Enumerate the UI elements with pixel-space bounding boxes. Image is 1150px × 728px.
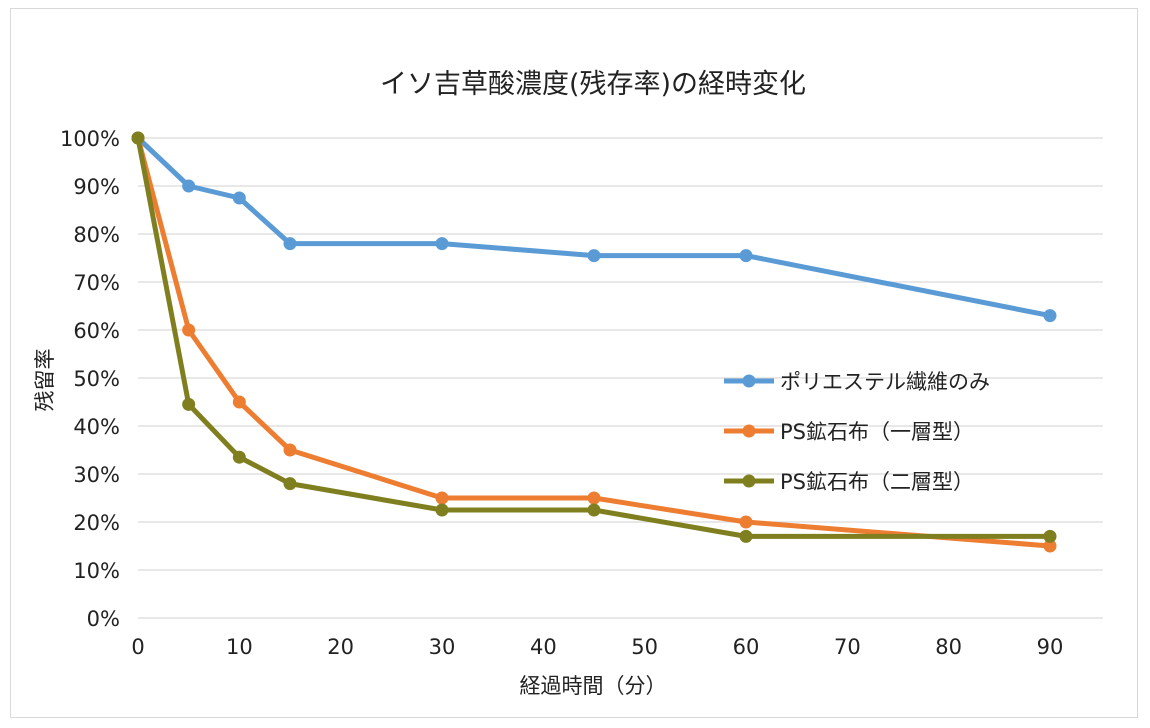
data-point (739, 529, 753, 543)
data-point (587, 491, 601, 505)
y-tick-label: 80% (73, 223, 120, 247)
legend-marker (742, 374, 756, 388)
data-point (283, 443, 297, 457)
series-1 (131, 131, 1057, 323)
data-point (1043, 309, 1057, 323)
data-point (283, 477, 297, 491)
y-tick-label: 40% (73, 415, 120, 439)
y-tick-label: 70% (73, 271, 120, 295)
y-tick-label: 50% (73, 367, 120, 391)
x-tick-label: 0 (131, 635, 144, 659)
data-point (283, 237, 297, 251)
data-point (739, 515, 753, 529)
chart-title: イソ吉草酸濃度(残存率)の経時変化 (380, 69, 806, 100)
data-point (1043, 529, 1057, 543)
legend-marker (742, 424, 756, 438)
grid (138, 137, 1103, 619)
data-point (182, 397, 196, 411)
data-point (232, 395, 246, 409)
series-2 (131, 131, 1057, 553)
x-tick-label: 80 (935, 635, 962, 659)
y-tick-label: 20% (73, 511, 120, 535)
y-tick-label: 30% (73, 463, 120, 487)
legend-label: PS鉱石布（二層型） (780, 470, 974, 494)
legend-item: PS鉱石布（二層型） (724, 470, 974, 494)
x-tick-label: 20 (327, 635, 354, 659)
data-point (131, 131, 145, 145)
x-tick-label: 70 (834, 635, 861, 659)
series-3 (131, 131, 1057, 543)
data-point (1043, 539, 1057, 553)
x-tick-label: 60 (733, 635, 760, 659)
y-axis-ticks: 0% 10% 20% 30% 40% 50% 60% 70% 80% 90% 100% (60, 127, 120, 631)
data-point (739, 249, 753, 263)
y-axis-label: 残留率 (33, 349, 57, 412)
data-point (435, 237, 449, 251)
x-tick-label: 50 (631, 635, 658, 659)
data-point (435, 491, 449, 505)
y-tick-label: 10% (73, 559, 120, 583)
data-point (587, 249, 601, 263)
series-line (135, 135, 1053, 539)
x-tick-label: 90 (1037, 635, 1064, 659)
legend-label: ポリエステル繊維のみ (780, 370, 990, 394)
data-point (182, 179, 196, 193)
legend-marker (742, 474, 756, 488)
data-point (587, 503, 601, 517)
legend-item: PS鉱石布（一層型） (724, 420, 974, 444)
data-point (182, 323, 196, 337)
data-point (232, 450, 246, 464)
series-line (135, 135, 1053, 549)
series-line (135, 135, 1053, 319)
data-point (232, 191, 246, 205)
data-point (435, 503, 449, 517)
x-tick-label: 10 (226, 635, 253, 659)
x-tick-label: 40 (530, 635, 557, 659)
x-axis-ticks: 0 10 20 30 40 50 60 70 80 90 (131, 635, 1063, 659)
series-group (131, 131, 1057, 553)
legend-item: ポリエステル繊維のみ (724, 370, 990, 394)
x-axis-label: 経過時間（分） (520, 674, 667, 698)
y-tick-label: 100% (60, 127, 120, 151)
y-tick-label: 60% (73, 319, 120, 343)
legend-label: PS鉱石布（一層型） (780, 420, 974, 444)
legend: ポリエステル繊維のみ PS鉱石布（一層型） PS鉱石布（二層型） (724, 370, 990, 494)
chart-frame (10, 8, 1138, 718)
y-tick-label: 90% (73, 175, 120, 199)
y-tick-label: 0% (87, 607, 120, 631)
x-tick-label: 30 (429, 635, 456, 659)
